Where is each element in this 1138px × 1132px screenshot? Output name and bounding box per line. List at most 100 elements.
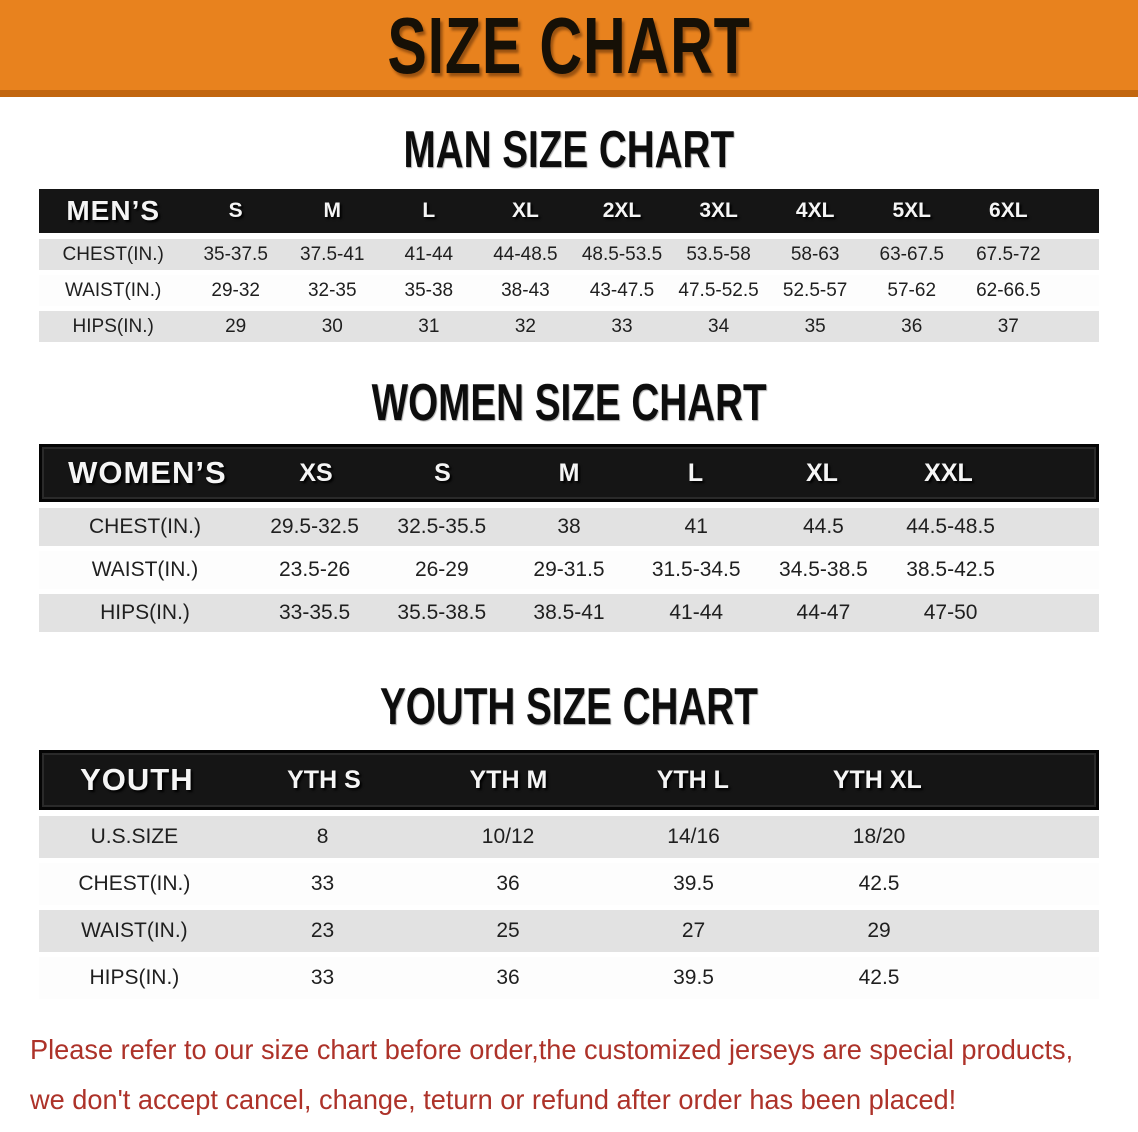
size-value: 37 — [997, 315, 1019, 337]
size-value: 32 — [514, 315, 536, 337]
size-value: 67.5-72 — [976, 243, 1041, 265]
size-value: 44-47 — [796, 601, 851, 624]
man-size-chart-heading: MAN SIZE CHART — [0, 119, 1138, 179]
size-value: 39.5 — [673, 966, 714, 989]
women-measure-row: CHEST(IN.) 29.5-32.5 32.5-35.5 38 41 44.5 44.5… — [39, 508, 1099, 546]
youth-size-col-header: YTH L — [656, 765, 729, 794]
size-value: 31.5-34.5 — [651, 558, 741, 581]
size-value: 34.5-38.5 — [779, 558, 868, 581]
men-size-col-header: S — [228, 199, 243, 222]
measure-label: HIPS(IN.) — [72, 315, 154, 337]
women-header-row: WOMEN’S XS S M L XL XXL — [39, 444, 1099, 502]
women-size-chart-heading: WOMEN SIZE CHART — [0, 372, 1138, 432]
size-value: 32.5-35.5 — [397, 515, 487, 538]
measure-label: WAIST(IN.) — [91, 558, 199, 581]
women-size-col-header: XXL — [924, 458, 973, 487]
men-corner-label: MEN’S — [66, 195, 161, 226]
size-value: 29.5-32.5 — [270, 515, 359, 538]
men-size-col-header: 5XL — [892, 199, 931, 222]
men-size-col-header: 2XL — [602, 199, 642, 222]
size-value: 31 — [418, 315, 440, 337]
size-value: 10/12 — [481, 825, 535, 848]
size-value: 29-31.5 — [533, 558, 605, 581]
men-size-col-header: 6XL — [989, 199, 1028, 222]
size-value: 29 — [225, 315, 247, 337]
women-size-col-header: L — [687, 458, 704, 487]
size-value: 27 — [681, 919, 706, 942]
size-value: 33 — [310, 872, 335, 895]
size-value: 36 — [496, 872, 520, 895]
women-size-col-header: XL — [806, 458, 838, 487]
women-size-chart-heading-text: WOMEN SIZE CHART — [371, 372, 767, 432]
order-disclaimer: Please refer to our size chart before or… — [30, 1025, 1118, 1125]
measure-label: U.S.SIZE — [90, 825, 179, 848]
size-value: 63-67.5 — [879, 243, 944, 265]
women-measure-row: WAIST(IN.) 23.5-26 26-29 29-31.5 31.5-34.5 34… — [39, 551, 1099, 589]
measure-label: HIPS(IN.) — [100, 601, 190, 624]
size-value: 42.5 — [858, 872, 900, 895]
size-value: 33-35.5 — [278, 601, 351, 624]
size-value: 29 — [867, 919, 891, 942]
size-value: 23.5-26 — [278, 558, 351, 581]
youth-size-chart-heading: YOUTH SIZE CHART — [0, 676, 1138, 736]
size-value: 34 — [708, 315, 730, 337]
women-size-col-header: XS — [299, 458, 333, 487]
disclaimer-line-2: we don't accept cancel, change, teturn o… — [30, 1084, 957, 1115]
size-value: 38 — [557, 515, 581, 538]
size-value: 41 — [684, 515, 708, 538]
size-value: 37.5-41 — [300, 243, 365, 265]
women-measure-row: HIPS(IN.) 33-35.5 35.5-38.5 38.5-41 41-44 44-… — [39, 594, 1099, 632]
measure-label: CHEST(IN.) — [89, 515, 201, 538]
women-size-col-header: S — [434, 458, 451, 487]
size-value: 44-48.5 — [493, 243, 558, 265]
size-value: 35 — [804, 315, 826, 337]
youth-measure-row: WAIST(IN.) 23 25 27 29 — [39, 910, 1099, 952]
size-value: 47.5-52.5 — [678, 279, 759, 301]
man-size-chart-heading-text: MAN SIZE CHART — [403, 119, 735, 179]
youth-size-col-header: YTH M — [469, 765, 548, 794]
youth-measure-row: U.S.SIZE 8 10/12 14/16 18/20 — [39, 816, 1099, 858]
size-value: 35.5-38.5 — [397, 601, 487, 624]
men-size-col-header: 3XL — [699, 199, 738, 222]
youth-measure-row: CHEST(IN.) 33 36 39.5 42.5 — [39, 863, 1099, 905]
men-measure-row: CHEST(IN.) 35-37.5 37.5-41 41-44 44-48.5 48.5… — [39, 239, 1099, 270]
size-chart-banner: SIZE CHART — [0, 0, 1138, 97]
size-value: 44.5 — [802, 515, 844, 538]
youth-size-table: YOUTH YTH S YTH M YTH L YTH XL U.S.SIZE 8 10/12… — [39, 750, 1099, 999]
banner-title: SIZE CHART — [387, 0, 751, 90]
men-measure-row: HIPS(IN.) 29 30 31 32 33 34 35 36 37 — [39, 311, 1099, 342]
men-header-row: MEN’S S M L XL 2XL 3XL 4XL 5XL 6XL — [39, 189, 1099, 233]
size-value: 62-66.5 — [976, 279, 1041, 301]
disclaimer-line-1: Please refer to our size chart before or… — [30, 1034, 1074, 1065]
size-value: 57-62 — [887, 279, 937, 301]
men-size-col-header: XL — [511, 199, 539, 222]
men-size-table: MEN’S S M L XL 2XL 3XL 4XL 5XL 6XL CHEST(IN.) 35-37… — [39, 189, 1099, 342]
size-value: 43-47.5 — [589, 279, 655, 301]
size-value: 38.5-42.5 — [906, 558, 995, 581]
measure-label: CHEST(IN.) — [78, 872, 191, 895]
size-value: 38-43 — [501, 279, 550, 301]
youth-header-row: YOUTH YTH S YTH M YTH L YTH XL — [39, 750, 1099, 810]
size-value: 26-29 — [414, 558, 469, 581]
men-size-col-header: M — [323, 199, 342, 222]
men-measure-row: WAIST(IN.) 29-32 32-35 35-38 38-43 43-47.5 47.… — [39, 275, 1099, 306]
size-value: 38.5-41 — [533, 601, 605, 624]
youth-measure-row: HIPS(IN.) 33 36 39.5 42.5 — [39, 957, 1099, 999]
size-value: 39.5 — [673, 872, 714, 895]
size-value: 52.5-57 — [782, 279, 848, 301]
youth-size-chart-heading-text: YOUTH SIZE CHART — [380, 676, 758, 736]
size-value: 33 — [611, 315, 633, 337]
size-value: 36 — [901, 315, 923, 337]
measure-label: WAIST(IN.) — [81, 919, 188, 942]
size-value: 42.5 — [858, 966, 900, 989]
size-value: 36 — [496, 966, 520, 989]
youth-size-col-header: YTH S — [287, 765, 361, 794]
men-size-col-header: 4XL — [795, 199, 835, 222]
measure-label: HIPS(IN.) — [89, 966, 180, 989]
size-value: 18/20 — [852, 825, 906, 848]
size-value: 41-44 — [669, 601, 724, 624]
measure-label: CHEST(IN.) — [62, 243, 164, 265]
size-value: 30 — [321, 315, 343, 337]
size-value: 58-63 — [790, 243, 840, 265]
size-value: 14/16 — [667, 825, 720, 848]
